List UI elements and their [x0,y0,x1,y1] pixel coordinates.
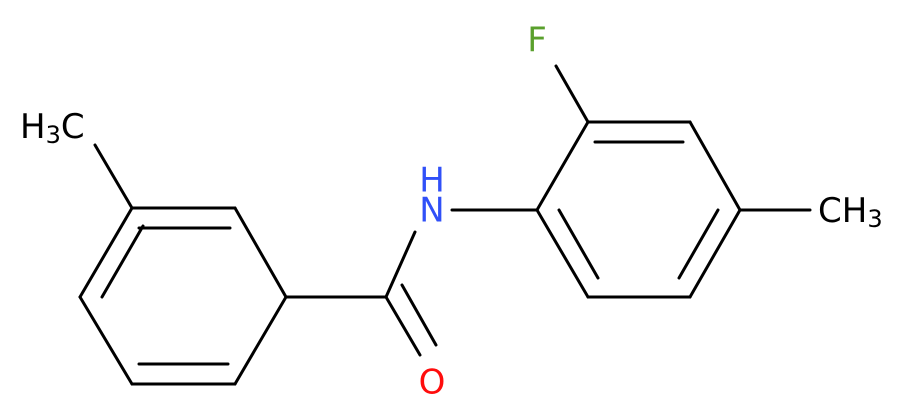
bond [384,230,417,299]
bond-inner [557,208,600,280]
bond-inner [677,208,720,280]
bonds [78,64,812,386]
atom-label: H [419,161,445,201]
bond [233,295,288,386]
bond [93,143,134,210]
bond [384,295,422,357]
bond-inner [100,224,145,299]
bond [78,295,134,386]
atom-label: H3C [20,107,85,150]
atom-text: H [20,107,46,147]
bond [535,120,590,212]
bond [688,208,742,299]
bond [233,206,288,299]
atom-text: C [61,107,85,147]
atom-label: O [419,363,446,403]
bond [554,64,590,124]
atom-label: CH3 [818,191,883,234]
bond [535,208,590,299]
bond [78,206,134,299]
bond [688,120,742,212]
bond [400,283,438,347]
atom-subscript: 3 [867,205,882,233]
atom-subscript: 3 [46,121,61,149]
atom-label: N [419,191,444,231]
atom-text: CH [818,191,867,231]
atom-label: F [527,21,547,61]
